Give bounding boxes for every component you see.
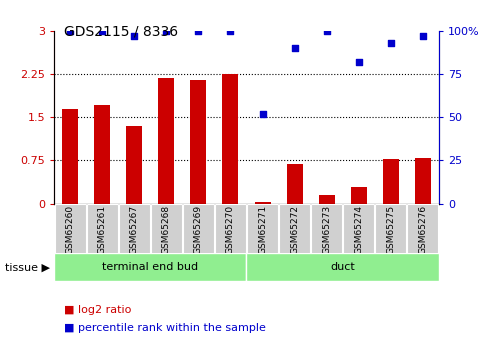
Text: duct: duct bbox=[330, 262, 355, 272]
Text: GSM65260: GSM65260 bbox=[66, 205, 75, 254]
Text: ■ log2 ratio: ■ log2 ratio bbox=[64, 305, 132, 315]
Bar bbox=[286, 165, 303, 204]
Text: GSM65268: GSM65268 bbox=[162, 205, 171, 254]
Bar bbox=[375, 204, 406, 254]
Bar bbox=[254, 203, 271, 204]
Text: GSM65269: GSM65269 bbox=[194, 205, 203, 254]
Text: GSM65271: GSM65271 bbox=[258, 205, 267, 254]
Point bbox=[98, 28, 106, 34]
Bar bbox=[54, 253, 246, 281]
Bar bbox=[246, 253, 439, 281]
Bar bbox=[190, 80, 207, 204]
Point bbox=[419, 33, 426, 39]
Bar bbox=[383, 159, 399, 204]
Bar bbox=[87, 204, 118, 254]
Bar bbox=[126, 126, 142, 204]
Point bbox=[66, 28, 74, 34]
Text: GSM65261: GSM65261 bbox=[98, 205, 107, 254]
Text: GSM65272: GSM65272 bbox=[290, 205, 299, 254]
Bar bbox=[407, 204, 438, 254]
Point bbox=[162, 28, 170, 34]
Bar bbox=[222, 74, 239, 204]
Bar bbox=[247, 204, 278, 254]
Bar bbox=[343, 204, 374, 254]
Bar bbox=[311, 204, 342, 254]
Bar bbox=[94, 105, 110, 204]
Point bbox=[194, 28, 202, 34]
Bar bbox=[158, 78, 175, 204]
Bar bbox=[62, 109, 78, 204]
Bar bbox=[119, 204, 150, 254]
Text: terminal end bud: terminal end bud bbox=[103, 262, 198, 272]
Bar bbox=[183, 204, 214, 254]
Point bbox=[130, 33, 138, 39]
Text: GSM65276: GSM65276 bbox=[418, 205, 427, 254]
Text: GSM65275: GSM65275 bbox=[386, 205, 395, 254]
Bar bbox=[318, 195, 335, 204]
Point bbox=[258, 111, 266, 117]
Text: GSM65267: GSM65267 bbox=[130, 205, 139, 254]
Bar bbox=[215, 204, 246, 254]
Text: GDS2115 / 8336: GDS2115 / 8336 bbox=[64, 24, 178, 38]
Point bbox=[226, 28, 234, 34]
Text: GSM65273: GSM65273 bbox=[322, 205, 331, 254]
Text: GSM65274: GSM65274 bbox=[354, 205, 363, 254]
Point bbox=[354, 59, 362, 65]
Point bbox=[290, 46, 298, 51]
Bar bbox=[55, 204, 86, 254]
Text: ■ percentile rank within the sample: ■ percentile rank within the sample bbox=[64, 323, 266, 333]
Bar bbox=[415, 158, 431, 204]
Text: GSM65270: GSM65270 bbox=[226, 205, 235, 254]
Bar bbox=[279, 204, 310, 254]
Point bbox=[387, 40, 394, 46]
Point bbox=[322, 28, 330, 34]
Bar bbox=[151, 204, 182, 254]
Bar bbox=[351, 187, 367, 204]
Text: tissue ▶: tissue ▶ bbox=[5, 263, 50, 272]
